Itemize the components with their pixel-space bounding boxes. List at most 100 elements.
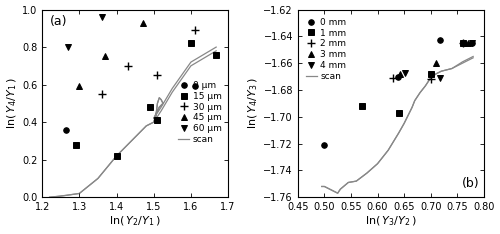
- 30 μm: [154, 74, 160, 77]
- 3 mm: [465, 42, 471, 44]
- scan: [417, 91, 423, 94]
- scan: [401, 122, 407, 125]
- 3 mm: [433, 62, 439, 65]
- 0 μm: [192, 85, 198, 88]
- Line: 30 μm: 30 μm: [98, 26, 199, 98]
- 0 mm: [394, 75, 400, 78]
- 45 μm: [76, 85, 82, 88]
- scan: [152, 113, 158, 116]
- 30 μm: [98, 93, 104, 95]
- scan: [406, 111, 412, 114]
- scan: [412, 99, 418, 102]
- Line: 3 mm: 3 mm: [398, 40, 470, 77]
- 0 μm: [62, 128, 68, 131]
- scan: [354, 180, 360, 183]
- scan: [364, 172, 370, 175]
- scan: [330, 189, 336, 192]
- 15 μm: [114, 154, 119, 157]
- 0 mm: [437, 39, 443, 42]
- 1 mm: [428, 73, 434, 75]
- scan: [95, 177, 101, 180]
- scan: [319, 185, 325, 188]
- Line: 0 mm: 0 mm: [322, 38, 475, 148]
- scan: [470, 56, 476, 59]
- Line: 45 μm: 45 μm: [76, 20, 146, 89]
- Legend: 0 μm, 15 μm, 30 μm, 45 μm, 60 μm, scan: 0 μm, 15 μm, 30 μm, 45 μm, 60 μm, scan: [176, 79, 224, 146]
- Line: 60 μm: 60 μm: [66, 14, 104, 50]
- scan: [76, 192, 82, 195]
- 15 μm: [188, 42, 194, 45]
- scan: [433, 73, 439, 75]
- scan: [326, 188, 332, 190]
- 4 mm: [437, 77, 443, 79]
- Line: scan: scan: [322, 58, 473, 193]
- scan: [324, 186, 330, 189]
- scan: [188, 61, 194, 63]
- scan: [449, 67, 455, 70]
- 0 mm: [469, 42, 475, 44]
- scan: [332, 190, 338, 193]
- 3 mm: [398, 73, 404, 75]
- scan: [154, 102, 160, 105]
- scan: [444, 69, 450, 71]
- 45 μm: [102, 55, 108, 58]
- 60 μm: [98, 16, 104, 18]
- scan: [64, 194, 70, 197]
- scan: [156, 96, 162, 99]
- scan: [338, 188, 344, 190]
- 2 mm: [428, 78, 434, 81]
- scan: [158, 98, 164, 101]
- 45 μm: [140, 21, 145, 24]
- 1 mm: [358, 105, 364, 107]
- 60 μm: [65, 46, 71, 48]
- 15 μm: [154, 119, 160, 122]
- X-axis label: ln( $Y_2/Y_1$ ): ln( $Y_2/Y_1$ ): [109, 215, 161, 228]
- 30 μm: [124, 64, 130, 67]
- scan: [170, 87, 175, 90]
- scan: [385, 149, 391, 152]
- scan: [156, 106, 162, 109]
- scan: [150, 117, 156, 120]
- Line: 2 mm: 2 mm: [390, 39, 466, 83]
- 1 mm: [460, 42, 466, 44]
- 4 mm: [469, 42, 475, 44]
- Line: 0 μm: 0 μm: [63, 84, 198, 132]
- scan: [160, 102, 166, 105]
- scan: [334, 192, 340, 195]
- scan: [428, 77, 434, 79]
- scan: [46, 196, 52, 199]
- scan: [374, 162, 380, 165]
- scan: [150, 121, 156, 124]
- 15 μm: [213, 53, 219, 56]
- Line: 4 mm: 4 mm: [402, 40, 475, 81]
- Line: 15 μm: 15 μm: [73, 40, 219, 159]
- scan: [56, 195, 62, 198]
- 2 mm: [390, 77, 396, 79]
- scan: [346, 181, 352, 184]
- scan: [152, 117, 158, 120]
- scan: [158, 106, 164, 109]
- Y-axis label: ln( $Y_4/Y_1$ ): ln( $Y_4/Y_1$ ): [6, 77, 19, 129]
- Text: (b): (b): [462, 177, 479, 190]
- 30 μm: [192, 29, 198, 32]
- 15 μm: [72, 143, 78, 146]
- 1 mm: [396, 111, 402, 114]
- Legend: 0 mm, 1 mm, 2 mm, 3 mm, 4 mm, scan: 0 mm, 1 mm, 2 mm, 3 mm, 4 mm, scan: [304, 16, 348, 83]
- Y-axis label: ln( $Y_4/Y_3$ ): ln( $Y_4/Y_3$ ): [247, 77, 260, 129]
- 4 mm: [402, 71, 408, 74]
- scan: [438, 70, 444, 73]
- Line: 1 mm: 1 mm: [359, 40, 466, 116]
- X-axis label: ln( $Y_3/Y_2$ ): ln( $Y_3/Y_2$ ): [364, 215, 417, 228]
- scan: [132, 136, 138, 139]
- Text: (a): (a): [50, 15, 67, 28]
- scan: [396, 132, 402, 134]
- scan: [114, 154, 119, 157]
- scan: [460, 62, 466, 65]
- 0 mm: [322, 143, 328, 146]
- scan: [154, 110, 160, 112]
- scan: [422, 84, 428, 87]
- scan: [144, 124, 150, 127]
- scan: [409, 106, 415, 109]
- Line: scan: scan: [50, 47, 216, 197]
- 2 mm: [460, 42, 466, 44]
